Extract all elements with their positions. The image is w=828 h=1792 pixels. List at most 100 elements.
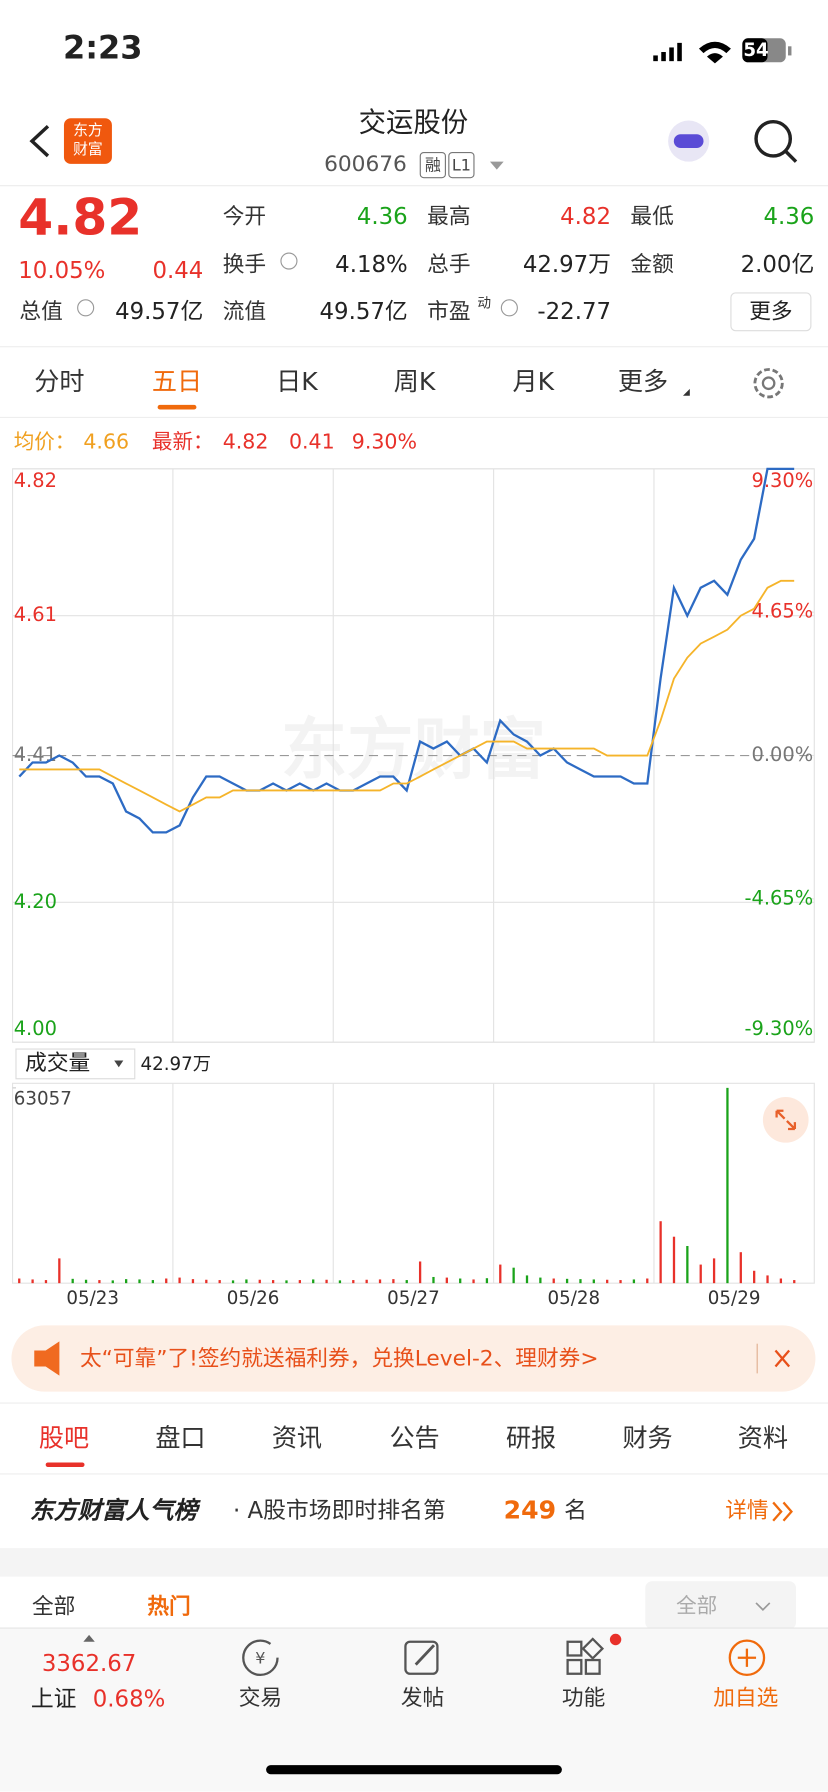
volume-bar <box>352 1280 355 1284</box>
quote-value: 4.18% <box>335 252 408 278</box>
tab[interactable]: 月K <box>513 367 555 396</box>
more-button[interactable] <box>730 292 812 332</box>
close-banner[interactable] <box>774 1349 791 1368</box>
battery-level: 54 <box>743 40 768 61</box>
badge <box>419 151 446 179</box>
y-tick-label: 4.20 <box>14 890 57 913</box>
search-icon[interactable] <box>754 119 793 158</box>
tab[interactable]: 分时 <box>34 367 84 396</box>
change-value: 0.44 <box>152 258 203 284</box>
quote-value: 49.57亿 <box>115 299 203 325</box>
quote-value: 2.00亿 <box>741 252 815 278</box>
volume-bar <box>472 1279 475 1284</box>
search-handle <box>784 150 798 163</box>
x-tick-label: 05/28 <box>547 1288 600 1309</box>
index-pct: 0.68% <box>93 1687 166 1713</box>
svg-text:¥: ¥ <box>255 1648 265 1667</box>
filter-hot[interactable]: 热门 <box>147 1594 190 1620</box>
post-icon[interactable] <box>404 1640 439 1675</box>
sub-tab[interactable]: 资料 <box>738 1424 788 1453</box>
quote-value: 4.36 <box>357 204 408 230</box>
y2-tick-label: -9.30% <box>744 1017 813 1040</box>
tab[interactable]: 周K <box>394 367 436 396</box>
volume-bar <box>405 1280 408 1284</box>
y2-tick-label: 0.00% <box>751 743 813 766</box>
nav-item[interactable]: 功能 <box>562 1686 605 1711</box>
volume-bar <box>793 1280 796 1284</box>
volume-total: 42.97万 <box>140 1054 211 1075</box>
volume-selector[interactable] <box>15 1048 136 1080</box>
logo-text: 财富 <box>73 140 103 158</box>
sub-tab[interactable]: 研报 <box>506 1424 556 1453</box>
nav-item[interactable]: 交易 <box>239 1686 282 1711</box>
volume-bar <box>271 1280 275 1284</box>
volume-bar <box>325 1279 328 1284</box>
more-button-text[interactable]: 更多 <box>749 299 792 324</box>
volume-bar <box>31 1279 34 1284</box>
banner[interactable] <box>11 1325 816 1392</box>
gear-icon[interactable] <box>753 368 784 399</box>
quote-value: 4.36 <box>763 204 814 230</box>
banner-text[interactable]: 太“可靠”了!签约就送福利券，兑换Level-2、理财券> <box>80 1347 599 1372</box>
quote-label: 最低 <box>630 205 673 230</box>
robot-eyes <box>673 134 704 148</box>
home-indicator <box>266 1765 562 1775</box>
tab[interactable]: 日K <box>276 367 318 396</box>
rank-text: · A股市场即时排名第 <box>233 1498 446 1524</box>
tab[interactable]: 更多 <box>618 367 668 396</box>
logo-text: 东方 <box>73 122 103 139</box>
quote-value: 42.97万 <box>523 252 611 278</box>
volume-bar <box>124 1279 128 1284</box>
volume-bar <box>178 1277 181 1284</box>
back-button[interactable] <box>29 124 50 158</box>
sub-tab[interactable]: 盘口 <box>155 1424 205 1453</box>
volume-bar <box>592 1279 595 1284</box>
index-arrow <box>83 1634 95 1642</box>
function-icon[interactable] <box>566 1633 622 1675</box>
sub-tab[interactable]: 资讯 <box>272 1424 322 1453</box>
sub-tab[interactable]: 财务 <box>622 1424 672 1453</box>
badge-text: 融 <box>425 156 441 175</box>
trade-icon[interactable]: ¥ <box>242 1639 279 1677</box>
volume-bar <box>165 1278 168 1284</box>
volume-bar <box>459 1278 462 1284</box>
tab[interactable]: 五日 <box>152 367 202 396</box>
quote-label: 总值 <box>19 299 62 324</box>
volume-bar <box>44 1280 48 1284</box>
change-pct: 10.05% <box>18 258 105 284</box>
filter-dropdown[interactable] <box>645 1581 797 1630</box>
volume-bar <box>285 1280 288 1284</box>
quote-value: 49.57亿 <box>320 299 408 325</box>
x-tick-label: 05/27 <box>387 1288 440 1309</box>
nav-item[interactable]: 加自选 <box>713 1686 778 1711</box>
volume-bar <box>552 1278 555 1284</box>
dropdown-arrow[interactable] <box>489 161 504 170</box>
filter-all[interactable]: 全部 <box>32 1595 75 1620</box>
rank-detail[interactable]: 详情 <box>725 1499 768 1524</box>
quote-label: 金额 <box>630 253 674 278</box>
expand-icon[interactable] <box>762 1097 809 1143</box>
volume-bar <box>84 1279 88 1284</box>
y2-tick-label: -4.65% <box>744 886 813 909</box>
volume-bar <box>579 1279 582 1284</box>
volume-label[interactable]: 成交量 <box>25 1051 90 1076</box>
volume-bar <box>418 1261 422 1284</box>
dropdown-chevron <box>755 1602 771 1612</box>
quote-value: 4.82 <box>560 204 611 230</box>
last-pct: 9.30% <box>352 430 417 454</box>
volume-bar <box>512 1267 515 1284</box>
volume-bar <box>338 1280 342 1284</box>
status-icons <box>653 38 792 64</box>
volume-bar <box>111 1280 114 1284</box>
volume-bar <box>779 1278 783 1284</box>
badge <box>448 151 475 179</box>
sub-tab[interactable]: 公告 <box>389 1424 439 1453</box>
sub-tab[interactable]: 股吧 <box>39 1424 89 1453</box>
nav-item[interactable]: 发帖 <box>401 1686 444 1711</box>
add-watch-icon[interactable] <box>728 1639 766 1677</box>
stock-code: 600676 <box>324 152 407 177</box>
avg-value: 4.66 <box>83 430 129 454</box>
bottom-nav <box>0 1628 828 1792</box>
